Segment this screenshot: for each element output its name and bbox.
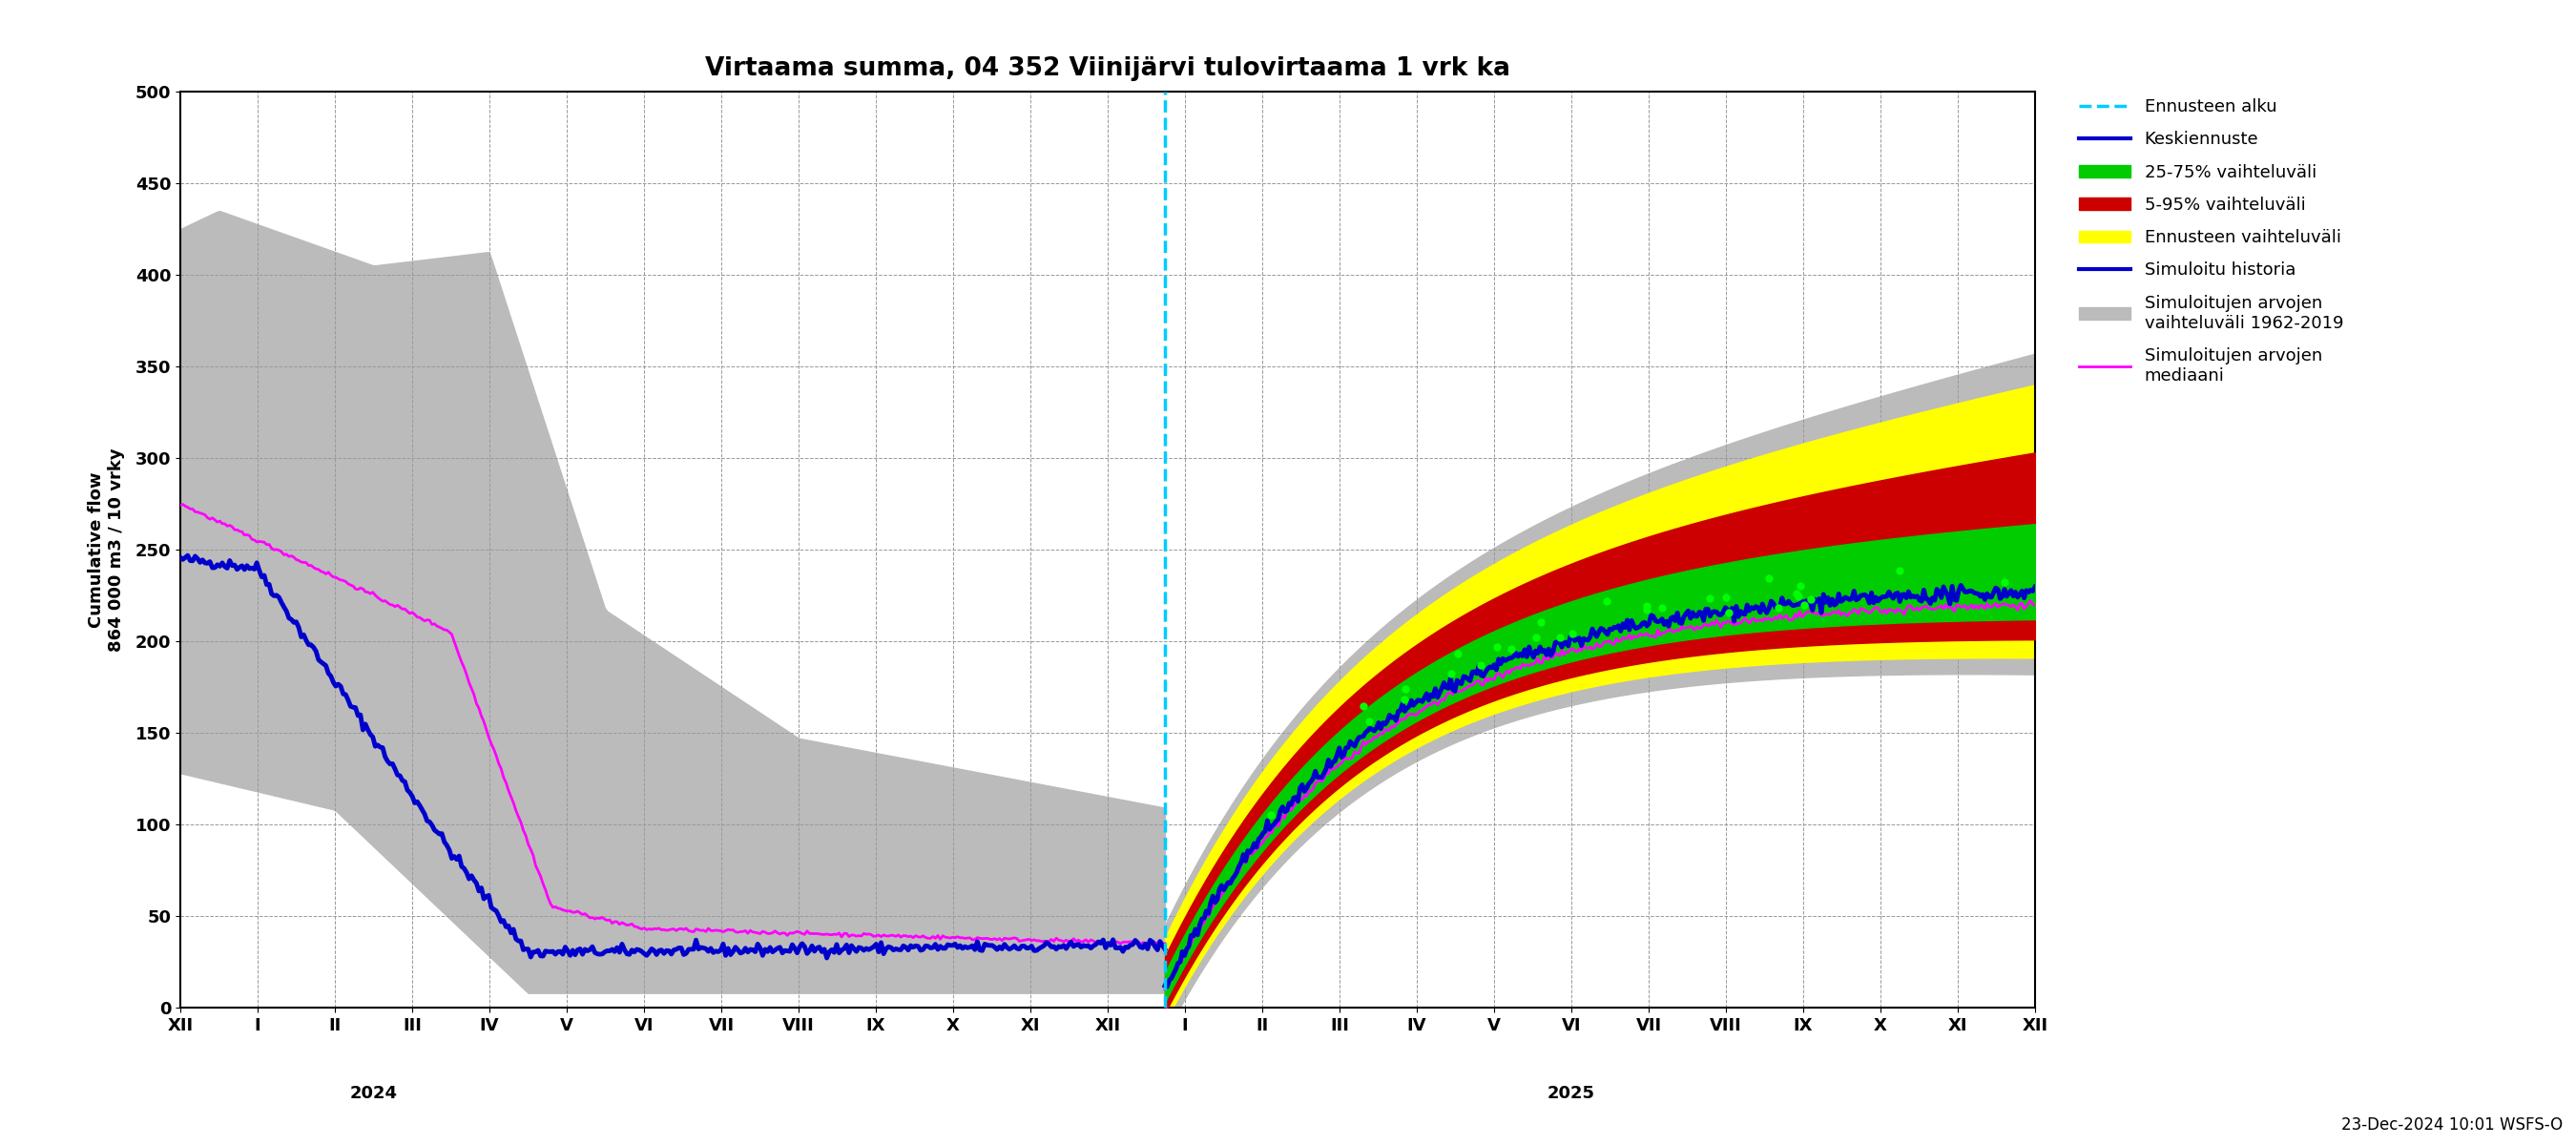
Point (1347, 712, 1388, 731)
Point (1540, 629, 1582, 647)
Point (1430, 664, 1471, 682)
Point (1476, 638, 1517, 656)
Point (1984, 572, 2025, 591)
Point (1690, 590, 1731, 608)
Point (1641, 599, 1682, 617)
Point (1625, 597, 1667, 615)
Text: 2024: 2024 (350, 1084, 397, 1101)
Text: 23-Dec-2024 10:01 WSFS-O: 23-Dec-2024 10:01 WSFS-O (2342, 1116, 2563, 1134)
Point (1249, 806, 1291, 824)
Point (1625, 600, 1667, 618)
Point (1437, 645, 1479, 663)
Title: Virtaama summa, 04 352 Viinijärvi tulovirtaama 1 vrk ka: Virtaama summa, 04 352 Viinijärvi tulovi… (706, 56, 1510, 81)
Y-axis label: Cumulative flow
864 000 m3 / 10 vrky: Cumulative flow 864 000 m3 / 10 vrky (88, 448, 124, 652)
Point (1775, 584, 1816, 602)
Point (1878, 562, 1919, 581)
Point (1461, 656, 1502, 674)
Text: 2025: 2025 (1548, 1084, 1595, 1101)
Point (1386, 680, 1427, 698)
Point (1749, 569, 1790, 587)
Point (1515, 629, 1556, 647)
Point (1780, 577, 1821, 595)
Point (1757, 599, 1798, 617)
Point (1520, 613, 1561, 631)
Point (1383, 690, 1425, 709)
Point (1553, 625, 1595, 643)
Point (1777, 587, 1819, 606)
Point (1783, 595, 1824, 614)
Point (1705, 589, 1747, 607)
Point (1708, 603, 1749, 622)
Point (1790, 590, 1832, 608)
Point (1587, 592, 1628, 610)
Point (1492, 640, 1533, 658)
Point (1342, 696, 1383, 714)
Legend: Ennusteen alku, Keskiennuste, 25-75% vaihteluväli, 5-95% vaihteluväli, Ennusteen: Ennusteen alku, Keskiennuste, 25-75% vai… (2071, 92, 2349, 390)
